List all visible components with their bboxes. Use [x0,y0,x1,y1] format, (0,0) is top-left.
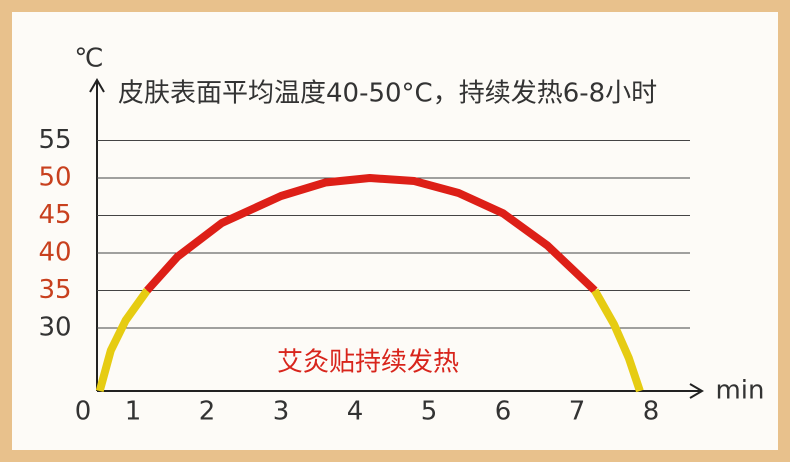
x-arrow [689,383,704,399]
curve [95,288,151,393]
x-tick-label: 0 [75,397,92,427]
y-tick-label: 35 [38,275,71,305]
x-tick-label: 4 [347,397,364,427]
panel [12,12,778,450]
x-tick-label: 7 [569,397,586,427]
x-tick-label: 8 [643,397,660,427]
x-unit: min [715,376,764,406]
y-tick-label: 50 [38,163,71,193]
y-arrow [89,78,105,93]
x-tick-label: 2 [199,397,216,427]
annotation: 艾灸贴持续发热 [277,348,459,378]
y-tick-label: 45 [38,200,71,230]
chart-title: 皮肤表面平均温度40-50°C，持续发热6-8小时 [118,79,657,109]
curve [591,288,644,393]
x-tick-label: 6 [495,397,512,427]
x-tick-label: 1 [125,397,142,427]
x-tick-label: 3 [273,397,290,427]
x-tick-label: 5 [421,397,438,427]
y-tick-label: 30 [38,313,71,343]
y-tick-label: 55 [38,125,71,155]
y-unit: ℃ [74,44,103,74]
y-tick-label: 40 [38,238,71,268]
curve [144,174,598,294]
